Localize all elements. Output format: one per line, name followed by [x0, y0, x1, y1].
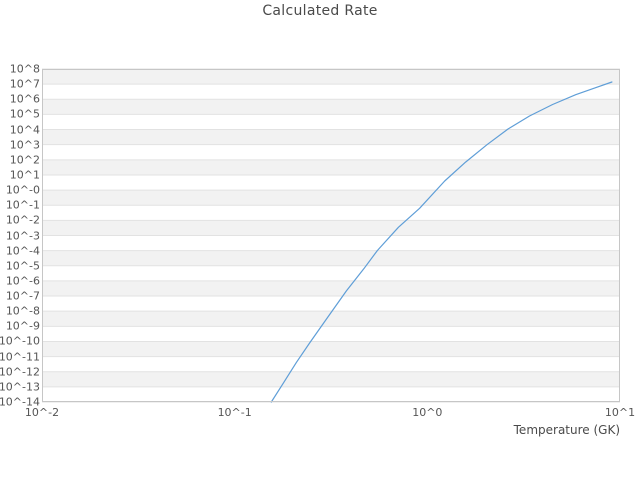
- band: [42, 205, 620, 221]
- y-tick-label: 10^-8: [5, 304, 40, 318]
- band: [42, 159, 620, 175]
- y-tick-label: 10^1: [9, 168, 40, 182]
- band: [42, 235, 620, 251]
- x-tick-label: 10^-1: [217, 406, 252, 419]
- y-tick-label: 10^-1: [5, 198, 40, 212]
- y-tick-label: 10^-7: [5, 289, 40, 303]
- band: [42, 69, 620, 85]
- rate-curve: [270, 81, 613, 403]
- y-tick-label: 10^-11: [0, 350, 40, 364]
- y-tick-label: 10^-13: [0, 380, 40, 394]
- band: [42, 311, 620, 327]
- y-tick-label: 10^-0: [5, 183, 40, 197]
- y-tick-label: 10^-3: [5, 229, 40, 242]
- background-bands: [42, 69, 620, 402]
- x-tick-label: 10^0: [412, 406, 443, 419]
- y-tick-label: 10^-2: [5, 213, 40, 227]
- x-tick-label: 10^-2: [24, 406, 60, 419]
- band: [42, 356, 620, 372]
- band: [42, 220, 620, 236]
- band: [42, 190, 620, 206]
- plot-frame: [42, 69, 620, 402]
- y-tick-label: 10^-10: [0, 334, 40, 348]
- band: [42, 280, 620, 297]
- band: [42, 250, 620, 266]
- y-tick-label: 10^7: [9, 77, 40, 91]
- y-tick-label: 10^-9: [5, 319, 40, 333]
- y-tick-label: 10^-14: [0, 395, 40, 409]
- y-tick-label: 10^4: [9, 123, 40, 137]
- band: [42, 114, 620, 130]
- band: [42, 296, 620, 312]
- band: [42, 144, 620, 160]
- band: [42, 174, 620, 191]
- chart-title: Calculated Rate: [262, 3, 378, 19]
- band: [42, 341, 620, 357]
- x-axis-title: Temperature (GK): [513, 423, 620, 437]
- band: [42, 265, 620, 281]
- band: [42, 84, 620, 100]
- x-tick-label: 10^1: [604, 406, 636, 419]
- y-tick-label: 10^6: [9, 92, 40, 106]
- y-tick-label: 10^-5: [5, 259, 40, 273]
- y-tick-label: 10^2: [9, 153, 40, 167]
- band: [42, 129, 620, 145]
- band: [42, 386, 620, 402]
- y-tick-label: 10^3: [9, 138, 40, 152]
- band: [42, 99, 620, 115]
- y-tick-label: 10^5: [9, 107, 40, 121]
- y-tick-label: 10^8: [9, 62, 40, 76]
- y-tick-label: 10^-6: [5, 274, 40, 288]
- y-tick-label: 10^-12: [0, 365, 40, 379]
- y-tick-label: 10^-4: [5, 244, 40, 258]
- band: [42, 326, 620, 342]
- band: [42, 371, 620, 387]
